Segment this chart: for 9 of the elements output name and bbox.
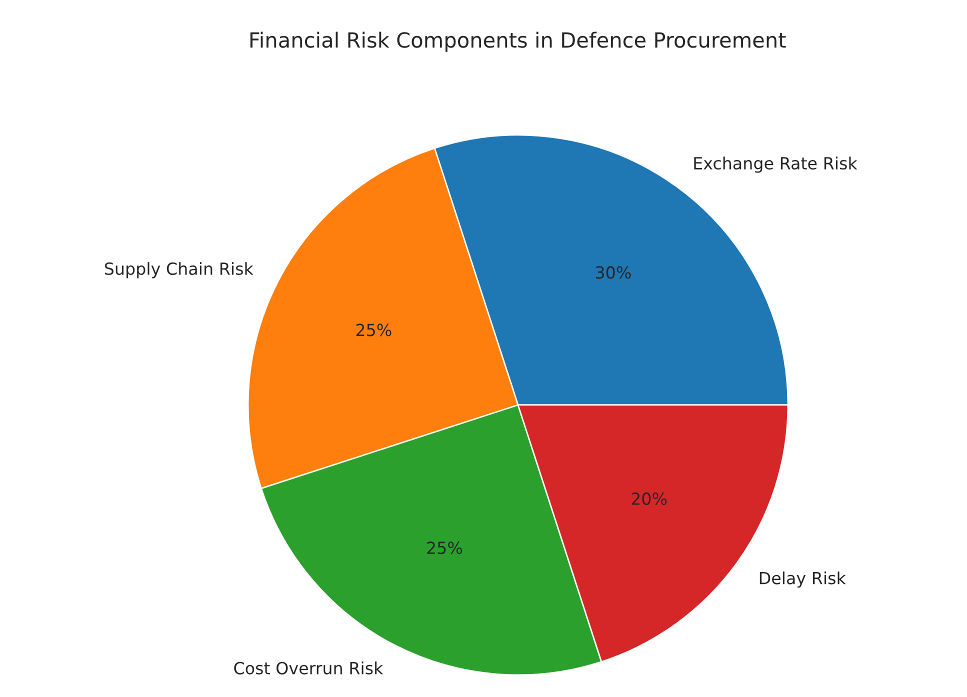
data-label: 25% — [427, 542, 462, 554]
data-label: 20% — [632, 492, 667, 506]
slice-label: Supply Chain Risk — [104, 262, 254, 278]
slice-label: Cost Overrun Risk — [234, 662, 384, 674]
data-label: 25% — [356, 324, 392, 336]
slice-label: Delay Risk — [760, 571, 846, 588]
data-label: 30% — [596, 266, 631, 279]
slice-label: Exchange Rate Risk — [694, 156, 858, 173]
chart-title: Financial Risk Components in Defence Procurement — [250, 32, 786, 52]
